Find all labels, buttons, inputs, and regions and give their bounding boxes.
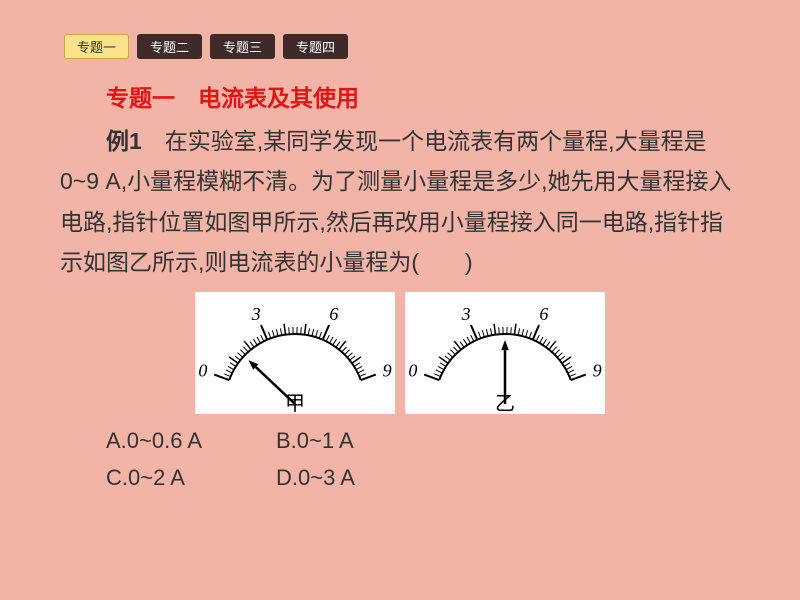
option-d: D.0~3 A [276,459,355,496]
tabs-bar: 专题一 专题二 专题三 专题四 [0,0,800,59]
tab-topic-3[interactable]: 专题三 [210,34,275,59]
svg-text:甲: 甲 [285,393,305,414]
options-block: A.0~0.6 A B.0~1 A C.0~2 A D.0~3 A [106,422,740,497]
gauge-right: 0 3 6 9 乙 [405,292,605,414]
svg-text:9: 9 [383,360,392,380]
content-area: 专题一 电流表及其使用 例1 在实验室,某同学发现一个电流表有两个量程,大量程是… [0,59,800,497]
svg-text:6: 6 [329,304,338,324]
svg-text:0: 0 [198,360,207,380]
tab-topic-4[interactable]: 专题四 [283,34,348,59]
gauge-left: 0 3 6 9 甲 [195,292,395,414]
section-title: 专题一 电流表及其使用 [106,79,740,113]
option-a: A.0~0.6 A [106,422,276,459]
tab-topic-2[interactable]: 专题二 [137,34,202,59]
svg-text:6: 6 [539,304,548,324]
svg-text:0: 0 [408,360,417,380]
svg-text:9: 9 [593,360,602,380]
option-b: B.0~1 A [276,422,354,459]
figures-row: 0 3 6 9 甲 0 3 6 9 乙 [60,292,740,414]
svg-text:乙: 乙 [495,393,515,414]
svg-text:3: 3 [251,304,261,324]
example-label: 例1 [106,128,142,154]
option-c: C.0~2 A [106,459,276,496]
tab-topic-1[interactable]: 专题一 [64,34,129,59]
question-body: 例1 在实验室,某同学发现一个电流表有两个量程,大量程是0~9 A,小量程模糊不… [60,121,740,282]
question-text: 在实验室,某同学发现一个电流表有两个量程,大量程是0~9 A,小量程模糊不清。为… [60,128,732,275]
svg-text:3: 3 [461,304,471,324]
